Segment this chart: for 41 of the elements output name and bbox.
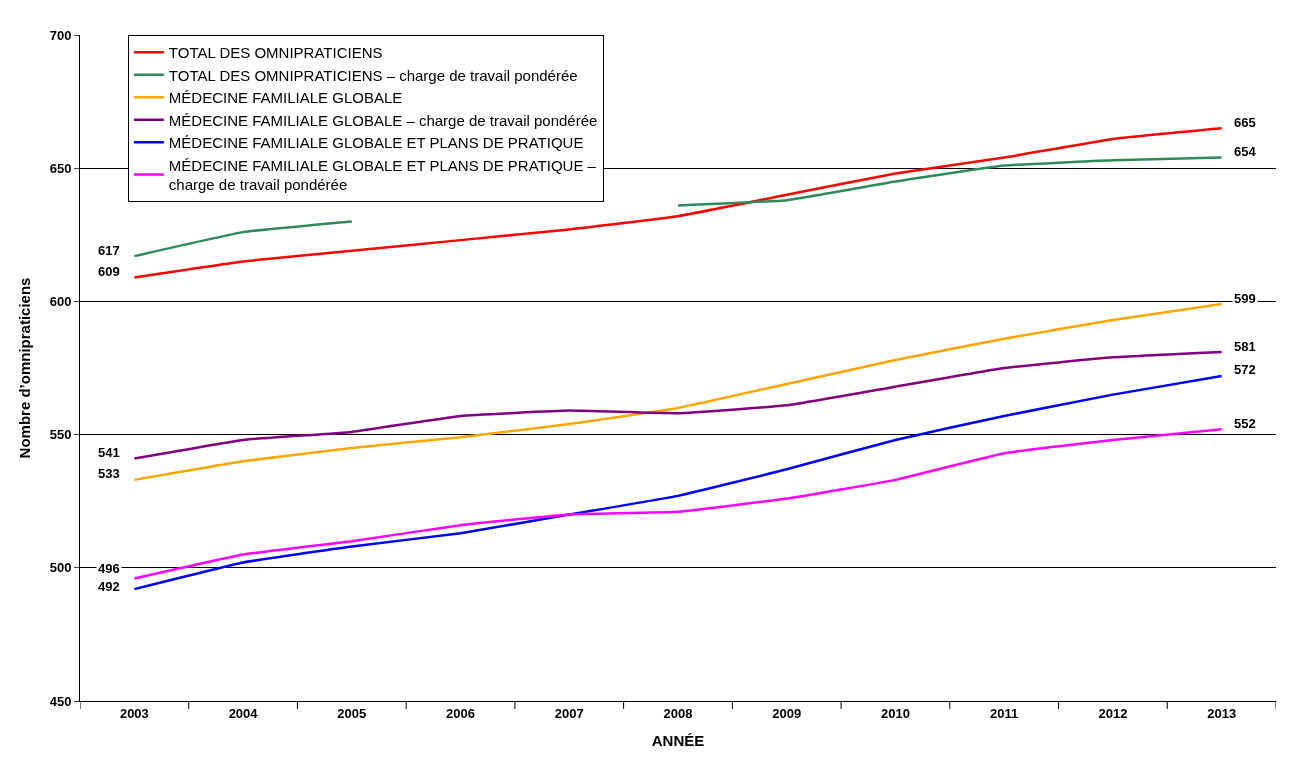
- legend-label: MÉDECINE FAMILIALE GLOBALE – charge de travail pondérée: [168, 111, 598, 129]
- legend-label: MÉDECINE FAMILIALE GLOBALE ET PLANS DE PRATIQUE – charge de travail pondérée: [168, 156, 597, 194]
- data-label: 496: [98, 561, 120, 576]
- line-series: [133, 350, 1223, 460]
- line-series: [133, 374, 1223, 591]
- legend-label: MÉDECINE FAMILIALE GLOBALE ET PLANS DE PRATIQUE: [168, 134, 584, 152]
- data-label: 599: [1234, 291, 1256, 306]
- x-tick-label: 2010: [880, 705, 910, 721]
- data-label: 665: [1234, 115, 1256, 130]
- x-tick-label: 2009: [772, 705, 802, 721]
- legend-label: TOTAL DES OMNIPRATICIENS – charge de travail pondérée: [168, 66, 578, 84]
- y-axis-title: Nombre d’omnipraticiens: [15, 277, 33, 459]
- x-tick-label: 2003: [119, 705, 149, 721]
- y-tick-label: 700: [49, 27, 72, 43]
- y-tick-label: 650: [49, 160, 72, 176]
- data-label: 581: [1234, 339, 1256, 354]
- data-label: 617: [98, 243, 120, 258]
- x-tick-label: 2013: [1207, 705, 1237, 721]
- x-tick-label: 2008: [663, 705, 693, 721]
- x-tick-label: 2006: [446, 705, 476, 721]
- data-label: 492: [98, 579, 120, 594]
- x-tick-label: 2007: [554, 705, 584, 721]
- data-label: 533: [98, 466, 120, 481]
- x-tick-label: 2005: [337, 705, 367, 721]
- y-tick-label: 550: [49, 427, 72, 443]
- data-label: 552: [1234, 416, 1256, 431]
- y-tick-label: 500: [49, 560, 72, 576]
- data-label: 541: [98, 445, 120, 460]
- y-tick-label: 600: [49, 293, 72, 309]
- x-tick-label: 2011: [990, 705, 1019, 721]
- legend-label: MÉDECINE FAMILIALE GLOBALE: [168, 89, 403, 107]
- line-series: [133, 302, 1223, 482]
- line-series: [133, 428, 1223, 580]
- x-tick-label: 2012: [1098, 705, 1128, 721]
- x-tick-label: 2004: [228, 705, 259, 721]
- data-label: 609: [98, 264, 120, 279]
- data-label: 654: [1234, 144, 1257, 159]
- data-label: 572: [1234, 362, 1256, 377]
- y-tick-label: 450: [49, 693, 72, 709]
- legend-label: TOTAL DES OMNIPRATICIENS: [168, 44, 383, 62]
- x-axis-title: ANNÉE: [651, 731, 705, 749]
